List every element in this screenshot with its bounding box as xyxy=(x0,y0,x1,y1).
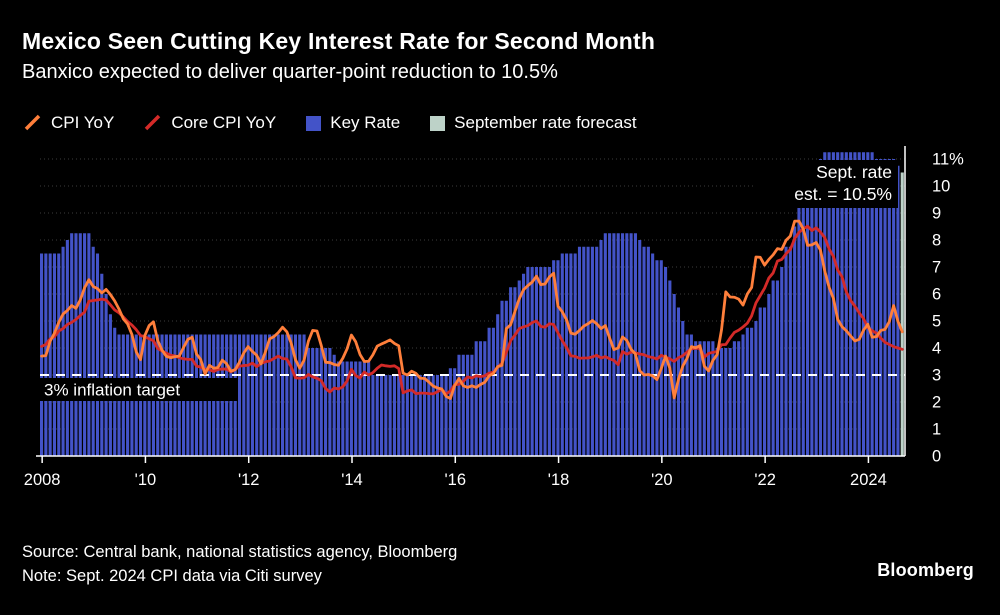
forecast-annotation-line2: est. = 10.5% xyxy=(794,184,892,204)
svg-text:9: 9 xyxy=(932,205,941,223)
svg-text:5: 5 xyxy=(932,313,941,331)
bloomberg-logo: Bloomberg xyxy=(877,560,974,580)
svg-text:'10: '10 xyxy=(135,471,157,489)
data-note: Note: Sept. 2024 CPI data via Citi surve… xyxy=(22,567,322,585)
chart-subtitle: Banxico expected to deliver quarter-poin… xyxy=(22,61,558,83)
cpi-line xyxy=(40,219,904,400)
svg-text:11%: 11% xyxy=(932,151,964,169)
legend-bar-swatch xyxy=(306,115,322,131)
svg-text:'14: '14 xyxy=(341,471,363,489)
legend-item-1: Core CPI YoY xyxy=(144,113,276,133)
svg-text:'18: '18 xyxy=(548,471,570,489)
rate-chart: 2008'10'12'14'16'18'20'22 202411%10987654… xyxy=(24,146,964,489)
legend-item-3: September rate forecast xyxy=(430,113,637,133)
forecast-annotation-line1: Sept. rate xyxy=(816,162,892,182)
svg-text:'12: '12 xyxy=(238,471,260,489)
inflation-target-label-bg xyxy=(38,378,238,401)
legend-item-0: CPI YoY xyxy=(24,113,114,133)
svg-text:'16: '16 xyxy=(445,471,467,489)
legend-label: Core CPI YoY xyxy=(171,113,277,132)
inflation-target-label: 3% inflation target xyxy=(44,381,180,400)
chart-legend: CPI YoY Core CPI YoY Key Rate September rat… xyxy=(24,113,637,133)
x-axis-labels: 2008 '10 '12 '14 '16 '18 '20 '22 2024 xyxy=(24,456,887,489)
svg-text:6: 6 xyxy=(932,286,941,304)
legend-label: September rate forecast xyxy=(454,113,637,132)
svg-text:4: 4 xyxy=(932,340,941,358)
svg-text:10: 10 xyxy=(932,178,950,196)
legend-item-2: Key Rate xyxy=(306,113,400,133)
svg-text:7: 7 xyxy=(932,259,941,277)
legend-line-swatch xyxy=(24,114,41,131)
legend-label: CPI YoY xyxy=(51,113,115,132)
chart-title: Mexico Seen Cutting Key Interest Rate fo… xyxy=(22,28,656,54)
svg-text:1: 1 xyxy=(932,421,941,439)
core-cpi-line xyxy=(40,224,904,396)
svg-text:0: 0 xyxy=(932,448,941,466)
legend-bar-swatch xyxy=(430,115,446,131)
svg-text:2008: 2008 xyxy=(24,471,61,489)
legend-label: Key Rate xyxy=(330,113,401,132)
source-note: Source: Central bank, national statistic… xyxy=(22,543,458,561)
svg-text:3: 3 xyxy=(932,367,941,385)
svg-text:8: 8 xyxy=(932,232,941,250)
legend-line-swatch xyxy=(145,114,161,131)
september-forecast-bar xyxy=(900,172,904,456)
svg-text:2024: 2024 xyxy=(850,471,887,489)
svg-text:'22: '22 xyxy=(754,471,776,489)
svg-text:'20: '20 xyxy=(651,471,673,489)
forecast-annotation-bg xyxy=(755,160,898,208)
svg-text:2: 2 xyxy=(932,394,941,412)
